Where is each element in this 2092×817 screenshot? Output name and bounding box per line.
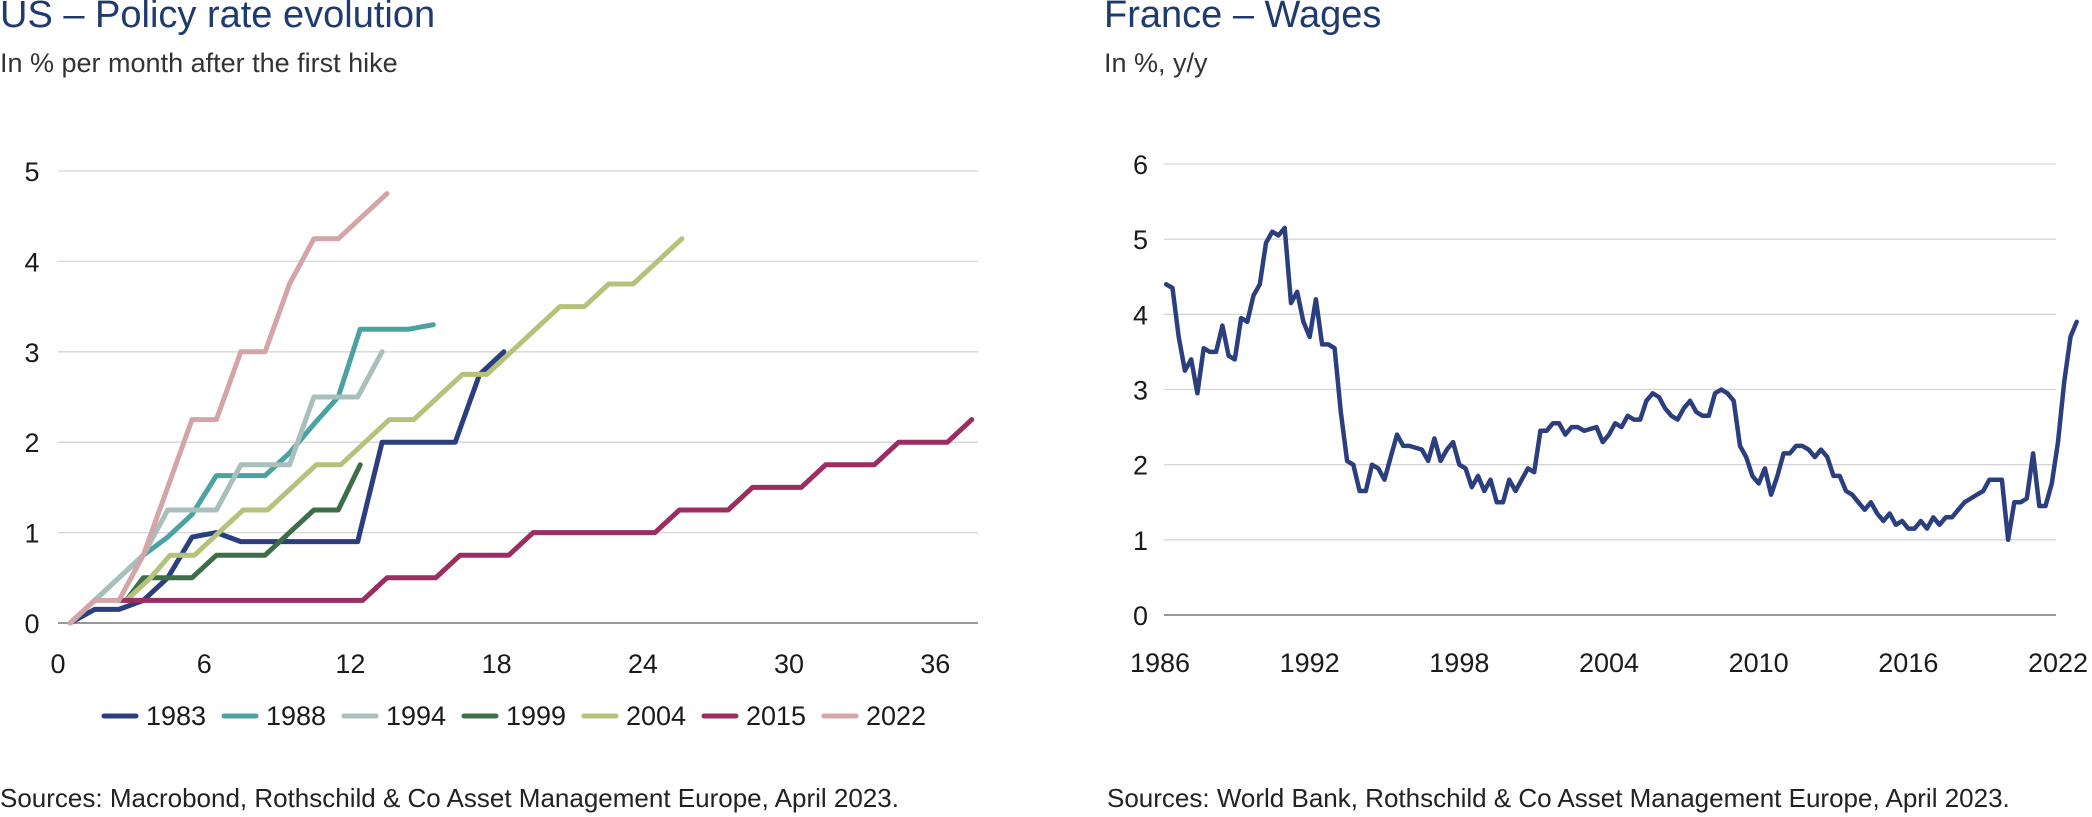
y-tick-label: 3 xyxy=(24,338,39,368)
x-tick-label: 36 xyxy=(920,649,950,679)
x-tick-label: 1986 xyxy=(1130,648,1190,678)
y-tick-label: 2 xyxy=(24,428,39,458)
series-line xyxy=(67,349,385,626)
chart-subtitle: In % per month after the first hike xyxy=(0,48,398,78)
x-tick-label: 30 xyxy=(774,649,804,679)
y-tick-label: 2 xyxy=(1133,451,1148,481)
legend-item: 2004 xyxy=(581,701,686,731)
x-tick-label: 2010 xyxy=(1729,648,1789,678)
y-tick-label: 5 xyxy=(24,157,39,187)
legend-label: 1994 xyxy=(386,701,446,731)
y-tick-label: 1 xyxy=(1133,526,1148,556)
legend-item: 2022 xyxy=(821,701,926,731)
y-tick-label: 4 xyxy=(1133,300,1148,330)
legend-label: 2015 xyxy=(746,701,806,731)
y-tick-label: 6 xyxy=(1133,150,1148,180)
x-tick-label: 24 xyxy=(628,649,658,679)
x-tick-label: 1992 xyxy=(1280,648,1340,678)
series-line xyxy=(67,191,390,626)
chart-title: France – Wages xyxy=(1104,0,1382,36)
x-tick-label: 0 xyxy=(50,649,65,679)
series-line xyxy=(116,417,975,603)
y-tick-label: 1 xyxy=(24,519,39,549)
x-tick-label: 6 xyxy=(197,649,212,679)
legend-item: 1994 xyxy=(341,701,446,731)
x-tick-label: 2016 xyxy=(1878,648,1938,678)
x-tick-label: 2022 xyxy=(2028,648,2088,678)
legend-item: 1988 xyxy=(221,701,326,731)
y-tick-label: 3 xyxy=(1133,376,1148,406)
source-note: Sources: Macrobond, Rothschild & Co Asse… xyxy=(0,783,899,813)
x-tick-label: 18 xyxy=(482,649,512,679)
left-panel: US – Policy rate evolution In % per mont… xyxy=(0,0,1000,817)
x-tick-label: 2004 xyxy=(1579,648,1639,678)
y-tick-label: 5 xyxy=(1133,225,1148,255)
legend-item: 2015 xyxy=(701,701,806,731)
right-panel: France – Wages In %, y/y Sources: World … xyxy=(1100,0,2092,817)
legend-item: 1999 xyxy=(461,701,566,731)
legend-label: 1988 xyxy=(266,701,326,731)
y-tick-label: 4 xyxy=(24,247,39,277)
source-note: Sources: World Bank, Rothschild & Co Ass… xyxy=(1107,783,2010,813)
chart-subtitle: In %, y/y xyxy=(1104,48,1208,78)
legend-label: 1999 xyxy=(506,701,566,731)
series-line xyxy=(123,236,685,603)
series-line xyxy=(1163,225,2079,543)
legend-item: 1983 xyxy=(101,701,206,731)
chart-title: US – Policy rate evolution xyxy=(0,0,436,36)
legend-label: 1983 xyxy=(146,701,206,731)
y-tick-label: 0 xyxy=(24,609,39,639)
x-tick-label: 12 xyxy=(335,649,365,679)
legend-label: 2022 xyxy=(866,701,926,731)
legend-label: 2004 xyxy=(626,701,686,731)
series-line xyxy=(123,462,363,603)
x-tick-label: 1998 xyxy=(1429,648,1489,678)
y-tick-label: 0 xyxy=(1133,601,1148,631)
